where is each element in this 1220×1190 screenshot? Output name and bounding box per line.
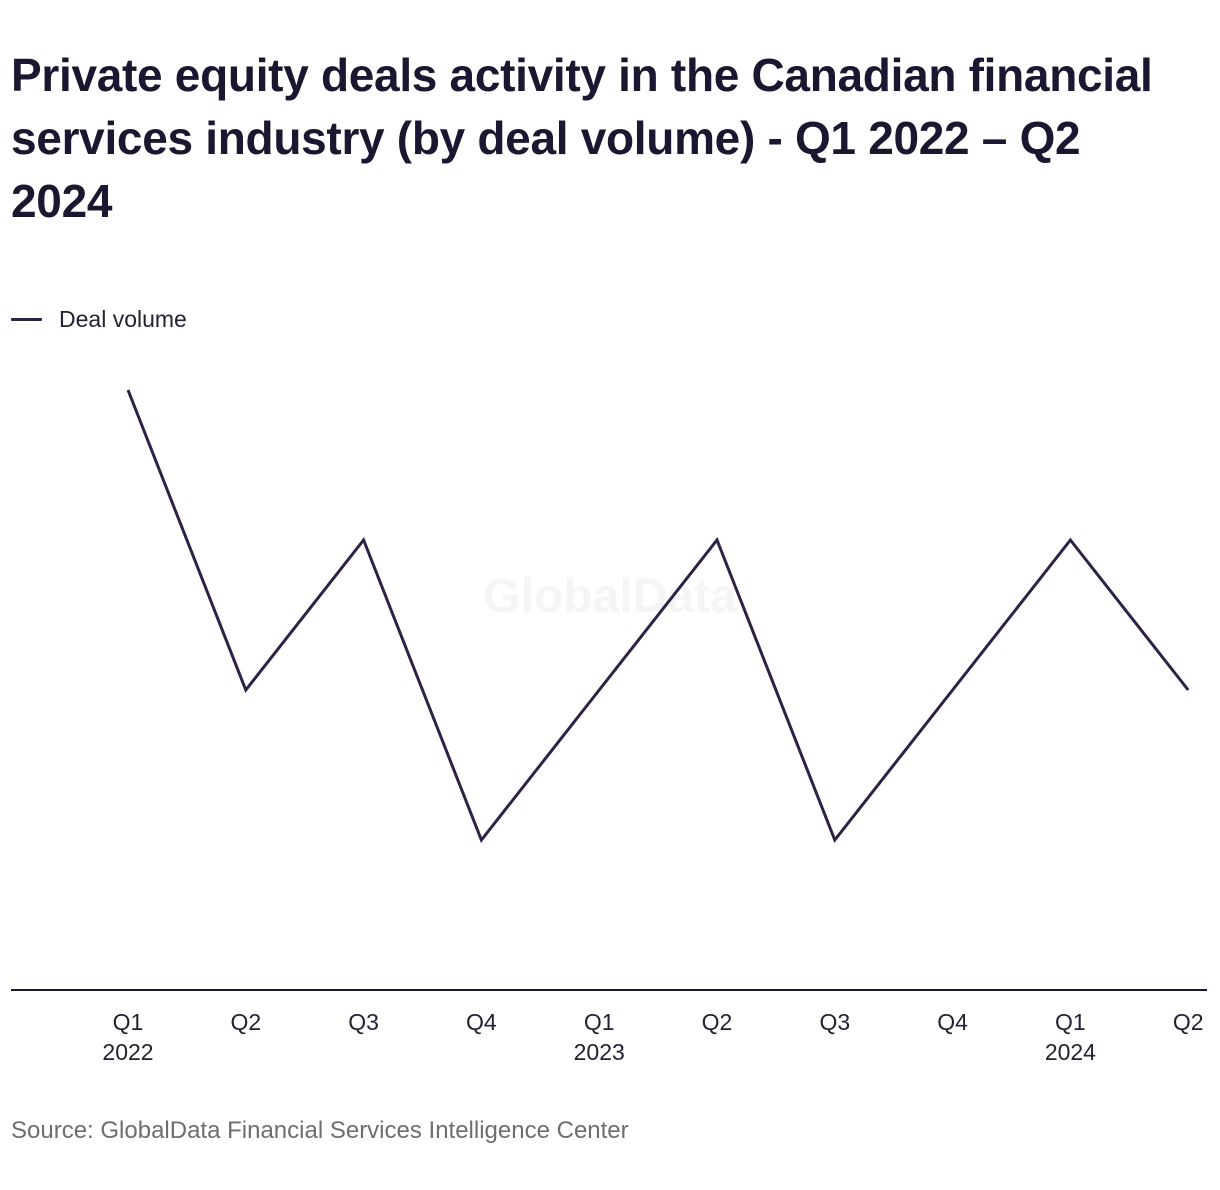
x-tick-label: Q2 (702, 1009, 733, 1035)
watermark: GlobalData (483, 570, 737, 623)
chart-title: Private equity deals activity in the Can… (11, 49, 1153, 227)
data-point (716, 539, 718, 541)
x-tick-label: Q4 (466, 1009, 497, 1035)
source-note: Source: GlobalData Financial Services In… (11, 1117, 629, 1144)
data-point (598, 689, 600, 691)
data-point (363, 539, 365, 541)
data-point (127, 389, 129, 391)
x-tick-label: Q1 (113, 1009, 144, 1035)
x-tick-label: Q2 (1173, 1009, 1204, 1035)
line-chart: GlobalData Q1 2022 Q2 Q3 Q4 Q1 2023 Q2 Q3 Q4 Q1 202… (11, 389, 1207, 1065)
x-tick-label: Q1 (584, 1009, 615, 1035)
x-tick-label: Q3 (819, 1009, 850, 1035)
legend-swatch (11, 318, 42, 321)
x-tick-year-label: 2024 (1045, 1039, 1096, 1065)
x-tick-label: Q4 (937, 1009, 968, 1035)
data-point (480, 839, 482, 841)
data-point (952, 689, 954, 691)
series-line-0 (126, 389, 1190, 843)
legend-label: Deal volume (59, 306, 187, 332)
data-point (245, 689, 247, 691)
data-point (834, 839, 836, 841)
x-tick-year-label: 2023 (574, 1039, 625, 1065)
data-point (1187, 689, 1189, 691)
x-tick-label: Q1 (1055, 1009, 1086, 1035)
data-point (1069, 539, 1071, 541)
x-tick-label: Q2 (230, 1009, 261, 1035)
legend: Deal volume (11, 306, 187, 333)
x-tick-year-label: 2022 (102, 1039, 153, 1065)
x-tick-label: Q3 (348, 1009, 379, 1035)
